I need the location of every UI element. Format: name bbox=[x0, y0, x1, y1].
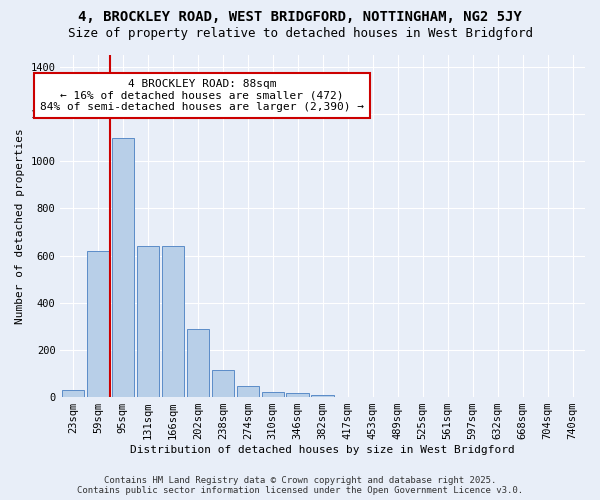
Bar bbox=[286, 393, 309, 397]
Text: Contains HM Land Registry data © Crown copyright and database right 2025.
Contai: Contains HM Land Registry data © Crown c… bbox=[77, 476, 523, 495]
Bar bbox=[137, 246, 159, 397]
Bar bbox=[86, 251, 109, 397]
X-axis label: Distribution of detached houses by size in West Bridgford: Distribution of detached houses by size … bbox=[130, 445, 515, 455]
Bar bbox=[112, 138, 134, 397]
Bar bbox=[62, 390, 84, 397]
Text: 4, BROCKLEY ROAD, WEST BRIDGFORD, NOTTINGHAM, NG2 5JY: 4, BROCKLEY ROAD, WEST BRIDGFORD, NOTTIN… bbox=[78, 10, 522, 24]
Bar bbox=[161, 246, 184, 397]
Bar bbox=[212, 370, 234, 397]
Bar bbox=[236, 386, 259, 397]
Bar bbox=[187, 328, 209, 397]
Text: Size of property relative to detached houses in West Bridgford: Size of property relative to detached ho… bbox=[67, 28, 533, 40]
Bar bbox=[262, 392, 284, 397]
Bar bbox=[311, 394, 334, 397]
Text: 4 BROCKLEY ROAD: 88sqm
← 16% of detached houses are smaller (472)
84% of semi-de: 4 BROCKLEY ROAD: 88sqm ← 16% of detached… bbox=[40, 79, 364, 112]
Y-axis label: Number of detached properties: Number of detached properties bbox=[15, 128, 25, 324]
